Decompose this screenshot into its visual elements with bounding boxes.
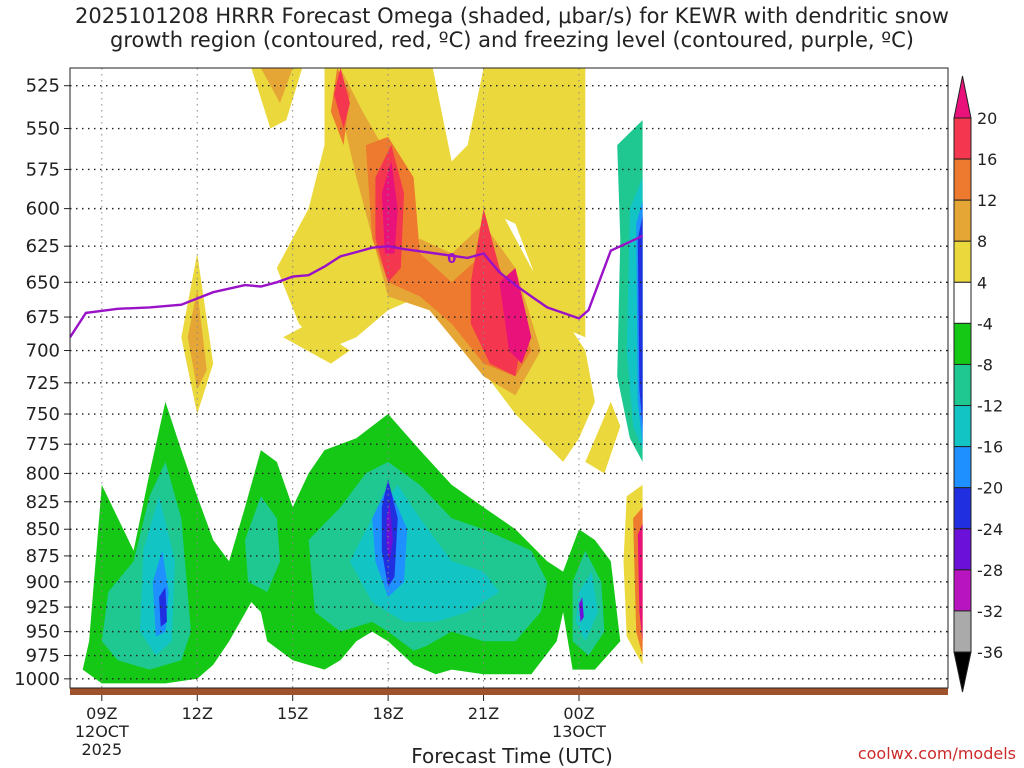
xtick-label-18Z: 18Z [372,704,403,723]
colorbar-box-9 [953,487,972,530]
colorbar-box-3 [953,240,972,283]
freezing-level: 0 [70,234,644,338]
colorbar-box-11 [953,569,972,612]
colorbar-box-1 [953,158,972,201]
omega-region-neg-29 [579,597,584,622]
ytick-label-1000: 1000 [14,669,60,690]
colorbar-label-8: 8 [977,232,987,251]
colorbar-label--8: -8 [977,355,993,374]
colorbar-label--12: -12 [977,397,1003,416]
ytick-label-850: 850 [26,519,60,540]
credit-text[interactable]: coolwx.com/models [857,744,1016,763]
colorbar-bottom-arrow [953,651,972,693]
ytick-label-975: 975 [26,646,60,667]
colorbar-label-16: 16 [977,150,997,169]
omega-region-neg-18 [245,496,280,592]
colorbar-box-12 [953,610,972,653]
omega-region-pos-2 [283,323,350,364]
colorbar-label--36: -36 [977,643,1003,662]
xtick-label-21Z: 21Z [468,704,499,723]
colorbar-label--28: -28 [977,561,1003,580]
ytick-label-625: 625 [26,236,60,257]
omega-region-pos-14 [381,161,398,254]
colorbar-label-20: 20 [977,109,997,128]
omega-region-neg-28 [386,501,393,562]
ytick-label-700: 700 [26,341,60,362]
ytick-label-925: 925 [26,597,60,618]
colorbar-box-10 [953,528,972,571]
colorbar-label-12: 12 [977,191,997,210]
colorbar-top-arrow [953,75,972,119]
omega-region-neg-33 [637,216,643,427]
ytick-label-600: 600 [26,199,60,220]
freezing-level-line [70,234,644,338]
xtick-label-00Z: 00Z [563,704,594,723]
grid-group [70,68,948,688]
ytick-label-825: 825 [26,492,60,513]
ytick-label-775: 775 [26,434,60,455]
colorbar-label-4: 4 [977,273,987,292]
xtick-sublabel2-09Z: 2025 [81,740,122,759]
ytick-label-725: 725 [26,373,60,394]
colorbar-label--24: -24 [977,520,1003,539]
chart-title-line1: 2025101208 HRRR Forecast Omega (shaded, … [75,4,949,28]
xtick-label-15Z: 15Z [277,704,308,723]
plot-frame [69,67,949,689]
ytick-label-750: 750 [26,404,60,425]
colorbar-box-0 [953,117,972,160]
ytick-label-575: 575 [26,159,60,180]
freezing-level-label: 0 [447,252,456,267]
xtick-sublabel-00Z: 13OCT [552,722,606,741]
colorbar-label--16: -16 [977,438,1003,457]
chart-title-line2: growth region (contoured, red, ºC) and f… [110,28,914,52]
ytick-label-675: 675 [26,307,60,328]
ytick-label-525: 525 [26,76,60,97]
ytick-label-900: 900 [26,572,60,593]
x-axis-title: Forecast Time (UTC) [411,744,613,768]
colorbar-label--4: -4 [977,314,993,333]
colorbar-box-7 [953,405,972,448]
xtick-label-12Z: 12Z [182,704,213,723]
omega-region-pos-5 [585,401,621,474]
xtick-label-09Z: 09Z [86,704,117,723]
ytick-label-550: 550 [26,119,60,140]
omega-fill-group [82,68,643,684]
ytick-label-800: 800 [26,463,60,484]
omega-region-neg-27 [159,587,167,627]
ground-bar [70,688,948,695]
omega-region-pos-15 [499,268,532,364]
colorbar-box-4 [953,281,972,324]
colorbar-label--32: -32 [977,602,1003,621]
axes: 525 550 575 600 625 650 675 700 725 750 775 800 825 8… [14,67,949,759]
colorbar: 20 16 12 8 4 -4 -8 -12 -16 -20 -24 -28 -32 -36 [953,75,1003,693]
colorbar-box-2 [953,199,972,242]
colorbar-box-5 [953,322,972,365]
chart-title: 2025101208 HRRR Forecast Omega (shaded, … [0,4,1024,52]
colorbar-box-8 [953,446,972,489]
colorbar-label--20: -20 [977,479,1003,498]
omega-region-pos-4 [251,68,303,129]
plot-area: 0 [70,68,948,695]
omega-region-pos-13 [334,68,350,129]
ytick-label-875: 875 [26,546,60,567]
ytick-label-950: 950 [26,622,60,643]
xtick-sublabel-09Z: 12OCT [75,722,129,741]
colorbar-box-6 [953,363,972,407]
ytick-label-650: 650 [26,272,60,293]
omega-region-pos-8 [260,68,293,104]
